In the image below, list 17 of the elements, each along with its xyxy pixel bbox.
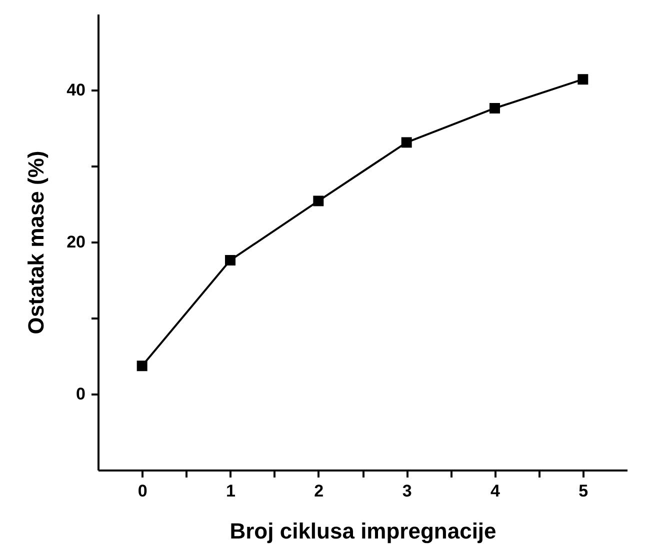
point (225, 254, 236, 266)
point (578, 74, 588, 85)
x-tick-label: 5 (578, 482, 588, 500)
y-tick-label: 0 (76, 384, 86, 404)
point (490, 102, 500, 114)
x-tick-label: 1 (226, 482, 236, 500)
point (136, 360, 148, 372)
x-tick-label: 4 (490, 482, 501, 500)
y-tick-label: 20 (66, 232, 86, 252)
y-axis-title: Ostatak mase (%) (24, 150, 49, 334)
point (313, 196, 324, 206)
x-axis-title: Broj ciklusa impregnacije (230, 518, 496, 544)
x-tick-label: 0 (138, 482, 148, 500)
x-tick-label: 2 (314, 482, 324, 500)
x-tick-label: 3 (402, 482, 412, 500)
y-tick-label: 40 (66, 80, 86, 100)
point (401, 137, 412, 148)
